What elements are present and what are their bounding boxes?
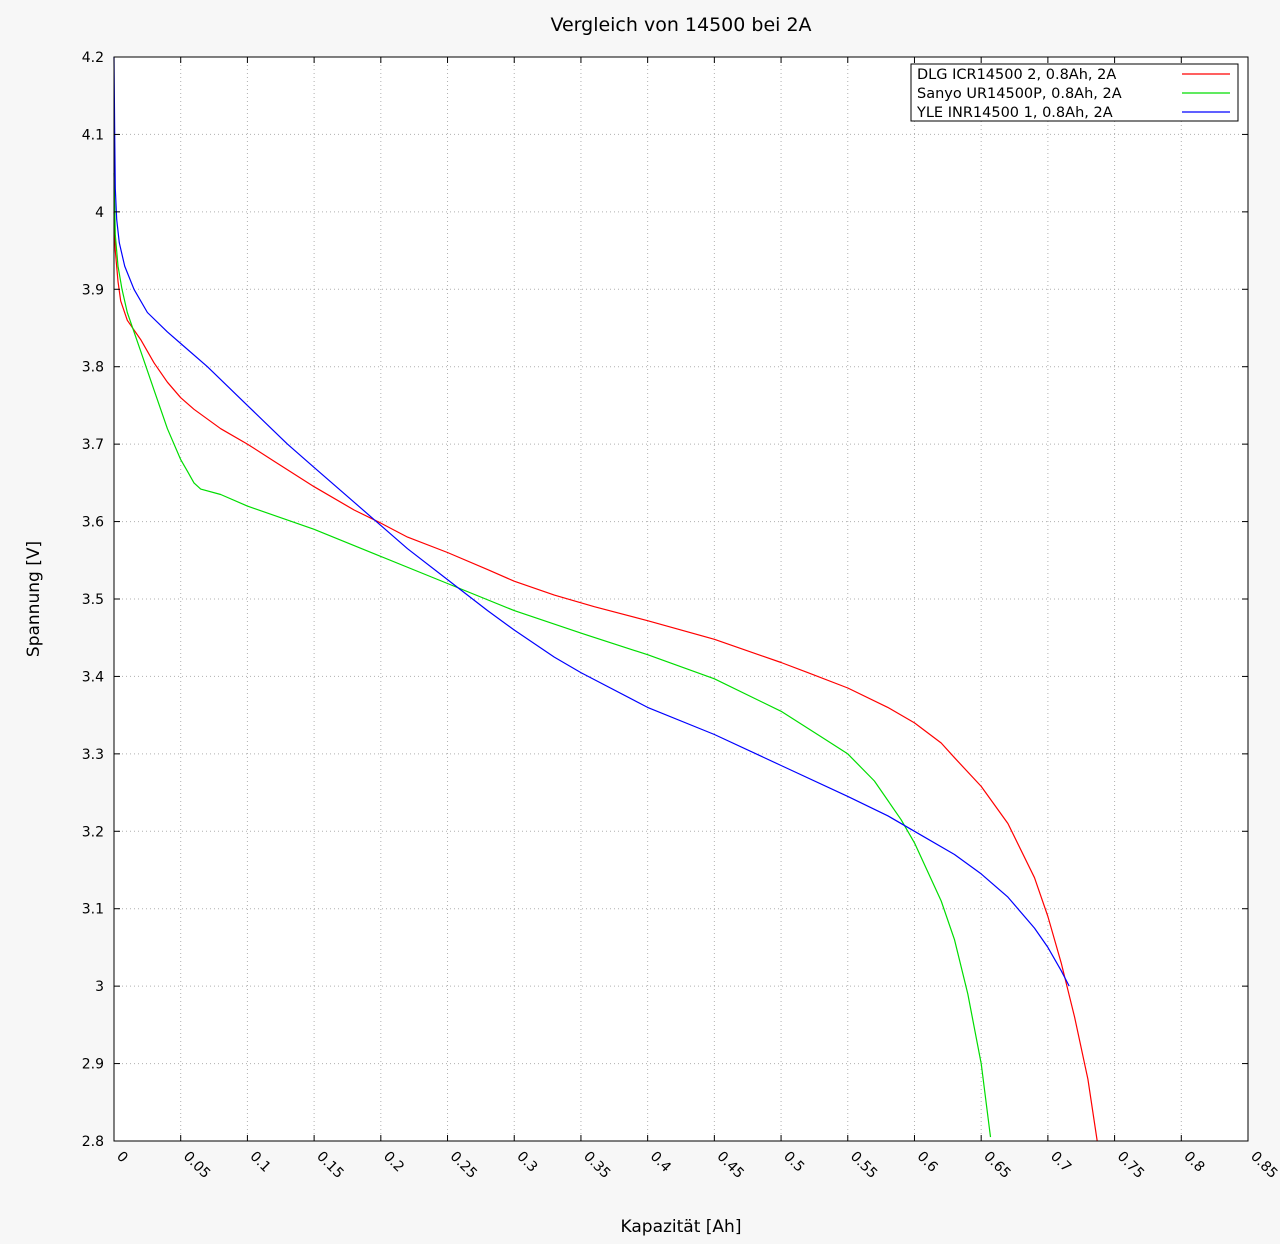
legend-label-3: YLE INR14500 1, 0.8Ah, 2A	[916, 105, 1113, 121]
plot-frame	[113, 56, 1249, 1142]
y-tick-label: 3.8	[82, 360, 104, 376]
y-tick-label: 2.9	[82, 1057, 104, 1073]
x-tick-label: 0.75	[1114, 1149, 1147, 1182]
y-tick-label: 3.5	[82, 592, 104, 608]
y-tick-label: 3.6	[82, 515, 104, 531]
legend-label-2: Sanyo UR14500P, 0.8Ah, 2A	[917, 86, 1122, 102]
y-axis-title: Spannung [V]	[24, 541, 44, 657]
y-tick-label: 3.3	[82, 747, 104, 763]
x-tick-label: 0.25	[447, 1149, 480, 1182]
series-line-1	[113, 211, 1098, 1142]
x-tick-label: 0.15	[313, 1149, 346, 1182]
y-tick-label: 3.2	[82, 824, 104, 840]
x-tick-label: 0.65	[980, 1149, 1013, 1182]
y-tick-label: 4.2	[82, 50, 104, 66]
chart-title: Vergleich von 14500 bei 2A	[550, 14, 811, 36]
x-tick-label: 0.5	[780, 1149, 807, 1176]
legend-label-1: DLG ICR14500 2, 0.8Ah, 2A	[917, 67, 1116, 83]
y-tick-label: 3.1	[82, 902, 104, 918]
plot-area	[114, 57, 1248, 1141]
y-tick-label: 3.7	[82, 437, 104, 453]
x-tick-label: 0.05	[180, 1149, 213, 1182]
x-axis-title: Kapazität [Ah]	[621, 1217, 742, 1237]
y-tick-label: 3.9	[82, 282, 104, 298]
plot-background	[114, 57, 1248, 1141]
y-tick-label: 4	[95, 205, 104, 221]
x-tick-label: 0.6	[914, 1149, 941, 1176]
x-tick-label: 0.85	[1247, 1149, 1280, 1182]
series-lines	[113, 56, 1098, 1142]
x-tick-label: 0.8	[1180, 1149, 1207, 1176]
grid-lines	[114, 57, 1248, 1141]
x-tick-label: 0.35	[580, 1149, 613, 1182]
series-line-3	[113, 56, 1070, 987]
y-tick-label: 4.1	[82, 127, 104, 143]
x-tick-label: 0.7	[1047, 1149, 1074, 1176]
x-tick-label: 0.2	[380, 1149, 407, 1176]
x-tick-label: 0.1	[247, 1149, 274, 1176]
x-tick-label: 0.3	[513, 1149, 540, 1176]
x-tick-label: 0.45	[714, 1149, 747, 1182]
y-tick-label: 3	[95, 979, 104, 995]
x-tick-label: 0.55	[847, 1149, 880, 1182]
x-tick-label: 0	[113, 1149, 131, 1167]
y-tick-label: 2.8	[82, 1134, 104, 1150]
legend: DLG ICR14500 2, 0.8Ah, 2A Sanyo UR14500P,…	[910, 63, 1239, 122]
series-line-2	[113, 173, 992, 1138]
y-tick-label: 3.4	[82, 669, 104, 685]
x-tick-label: 0.4	[647, 1149, 674, 1176]
